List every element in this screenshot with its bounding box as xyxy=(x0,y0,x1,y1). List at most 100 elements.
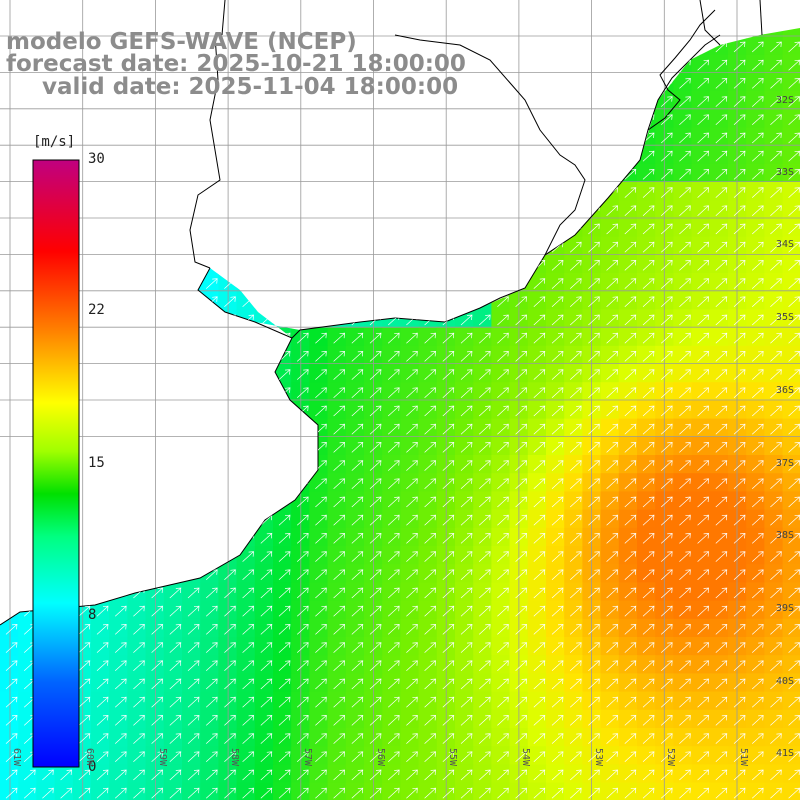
field-cell xyxy=(182,782,201,800)
field-cell xyxy=(455,582,474,602)
wind-arrow xyxy=(351,569,364,581)
wind-arrow xyxy=(315,569,327,581)
wind-arrow xyxy=(733,41,746,53)
wind-arrow xyxy=(624,533,637,544)
wind-arrow xyxy=(5,787,18,799)
wind-arrow xyxy=(751,460,764,471)
field-cell xyxy=(400,746,420,765)
wind-arrow xyxy=(369,642,382,653)
field-cell xyxy=(728,309,747,329)
wind-arrow xyxy=(224,624,236,635)
wind-arrow xyxy=(733,769,746,781)
wind-arrow xyxy=(515,369,527,380)
wind-arrow xyxy=(369,423,382,435)
wind-arrow xyxy=(151,787,163,799)
wind-arrow xyxy=(205,678,218,690)
wind-arrow xyxy=(533,369,546,380)
wind-arrow xyxy=(333,624,345,635)
field-cell xyxy=(618,327,638,347)
wind-arrow xyxy=(697,78,709,89)
wind-arrow xyxy=(642,278,655,289)
wind-arrow xyxy=(478,715,491,726)
field-cell xyxy=(382,491,401,511)
wind-arrow xyxy=(497,514,509,526)
field-cell xyxy=(618,564,638,583)
wind-arrow xyxy=(460,442,473,453)
wind-arrow xyxy=(333,460,345,471)
wind-arrow xyxy=(205,605,218,617)
field-cell xyxy=(673,564,693,583)
wind-arrow xyxy=(679,423,691,435)
wind-arrow xyxy=(406,478,418,490)
wind-arrow xyxy=(96,715,109,726)
wind-arrow xyxy=(169,751,182,763)
wind-arrow xyxy=(660,96,673,107)
field-cell xyxy=(546,728,565,747)
field-cell xyxy=(473,491,492,511)
wind-arrow xyxy=(715,332,728,344)
wind-arrow xyxy=(588,260,600,271)
field-cell xyxy=(782,637,800,656)
wind-arrow xyxy=(333,387,345,399)
wind-arrow xyxy=(333,551,345,562)
wind-arrow xyxy=(260,751,273,763)
wind-arrow xyxy=(387,569,400,581)
wind-arrow xyxy=(679,569,691,581)
wind-arrow xyxy=(424,460,436,471)
field-cell xyxy=(127,728,147,747)
field-cell xyxy=(618,764,638,784)
field-cell xyxy=(200,691,219,711)
field-cell xyxy=(746,673,765,693)
wind-arrow xyxy=(406,587,418,599)
wind-arrow xyxy=(588,715,600,726)
field-cell xyxy=(746,309,765,329)
wind-arrow xyxy=(733,332,746,344)
field-cell xyxy=(691,145,711,165)
field-cell xyxy=(564,509,583,529)
field-cell xyxy=(728,418,747,438)
wind-arrow xyxy=(114,605,127,617)
wind-arrow xyxy=(751,514,764,526)
wind-arrow xyxy=(169,660,182,672)
field-cell xyxy=(709,72,729,92)
wind-arrow xyxy=(679,460,691,471)
wind-arrow xyxy=(406,551,418,562)
wind-arrow xyxy=(351,478,364,490)
field-cell xyxy=(527,746,547,765)
field-cell xyxy=(728,254,747,274)
wind-arrow xyxy=(96,624,109,635)
field-cell xyxy=(728,400,747,420)
wind-arrow xyxy=(442,624,455,635)
wind-arrow xyxy=(588,351,600,362)
field-cell xyxy=(691,637,711,656)
field-cell xyxy=(600,527,620,547)
field-cell xyxy=(309,637,329,656)
wind-arrow xyxy=(624,696,637,708)
wind-arrow xyxy=(369,478,382,490)
wind-arrow xyxy=(624,733,637,744)
wind-arrow xyxy=(751,642,764,653)
wind-arrow xyxy=(660,405,673,417)
field-cell xyxy=(782,382,800,401)
wind-arrow xyxy=(533,642,546,653)
wind-arrow xyxy=(406,569,418,581)
field-cell xyxy=(473,364,492,383)
field-cell xyxy=(254,564,274,583)
wind-arrow xyxy=(624,442,637,453)
field-cell xyxy=(382,527,401,547)
wind-arrow xyxy=(606,624,618,635)
wind-arrow xyxy=(278,733,291,744)
wind-arrow xyxy=(260,660,273,672)
wind-arrow xyxy=(569,442,582,453)
wind-arrow xyxy=(478,460,491,471)
wind-arrow xyxy=(715,605,728,617)
wind-arrow xyxy=(406,605,418,617)
field-cell xyxy=(91,618,110,638)
field-cell xyxy=(327,764,347,784)
wind-arrow xyxy=(733,223,746,235)
wind-arrow xyxy=(442,751,455,763)
wind-arrow xyxy=(333,442,345,453)
field-cell xyxy=(382,691,401,711)
wind-arrow xyxy=(624,223,637,235)
wind-arrow xyxy=(624,296,637,308)
